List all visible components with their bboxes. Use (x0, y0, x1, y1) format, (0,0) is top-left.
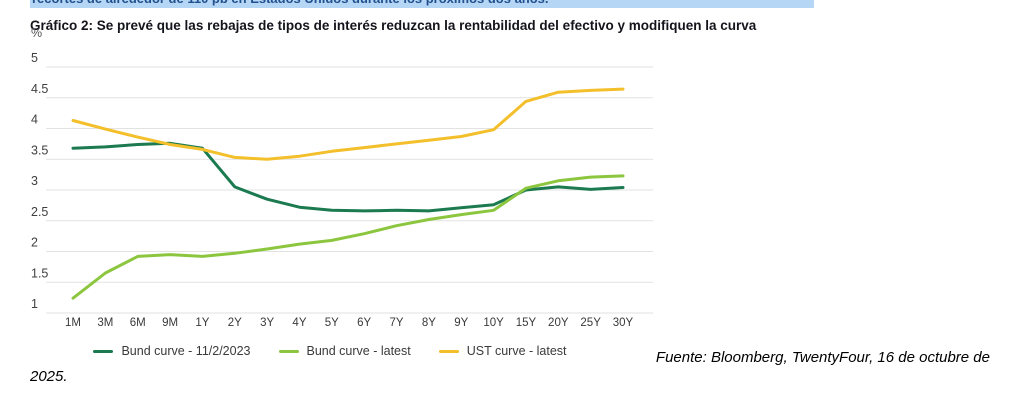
y-tick-label: 5 (31, 51, 38, 65)
x-tick-label: 9M (162, 317, 178, 329)
legend-label: Bund curve - 11/2/2023 (121, 344, 251, 358)
yield-curve-svg: 5 4.5 4 3.5 3 2.5 2 1.5 1 1M 3M 6M 9M 1Y 2Y 3Y 4Y 5Y 6Y 7Y 8… (31, 51, 653, 329)
series-line-bund-curve-latest (71, 174, 625, 300)
y-axis-unit-label: % (31, 26, 43, 40)
x-tick-label: 20Y (548, 317, 569, 329)
x-tick-label: 8Y (422, 317, 436, 329)
y-tick-label: 2 (31, 236, 38, 250)
y-tick-label: 3 (31, 174, 38, 188)
x-tick-label: 9Y (454, 317, 468, 329)
x-tick-label: 3M (97, 317, 113, 329)
legend-label: Bund curve - latest (306, 344, 411, 358)
x-tick-label: 3Y (260, 317, 274, 329)
legend-item: Bund curve - latest (278, 344, 411, 358)
legend-label: UST curve - latest (466, 344, 567, 358)
x-tick-label: 6M (130, 317, 146, 329)
chart-title: Gráfico 2: Se prevé que las rebajas de t… (30, 18, 757, 33)
clipped-sentence-text: recortes de alrededor de 110 pb en Estad… (32, 0, 549, 6)
x-tick-label: 4Y (292, 317, 306, 329)
legend-dash-icon (278, 349, 299, 353)
series-line-ust-curve-latest (71, 87, 625, 161)
x-tick-label: 1M (65, 317, 81, 329)
x-tick-label: 6Y (357, 317, 371, 329)
series-line-bund-curve-11-2-2023 (71, 141, 625, 213)
x-tick-label: 10Y (483, 317, 504, 329)
x-tick-label: 5Y (325, 317, 339, 329)
legend-item: Bund curve - 11/2/2023 (93, 344, 251, 358)
chart-legend: Bund curve - 11/2/2023 Bund curve - lates… (0, 344, 660, 358)
y-tick-label: 1.5 (31, 266, 48, 280)
x-tick-label: 1Y (195, 317, 209, 329)
y-tick-label: 2.5 (31, 205, 48, 219)
x-tick-label: 15Y (516, 317, 537, 329)
y-tick-label: 4 (31, 113, 38, 127)
clipped-highlighted-sentence: recortes de alrededor de 110 pb en Estad… (30, 0, 814, 8)
x-tick-label: 30Y (613, 317, 634, 329)
x-tick-label: 2Y (228, 317, 242, 329)
x-tick-label: 25Y (580, 317, 601, 329)
legend-dash-icon (93, 349, 114, 353)
y-tick-label: 3.5 (31, 143, 48, 157)
yield-curve-chart: 5 4.5 4 3.5 3 2.5 2 1.5 1 1M 3M 6M 9M 1Y 2Y 3Y 4Y 5Y 6Y 7Y 8… (0, 45, 660, 337)
legend-dash-icon (438, 349, 459, 353)
legend-item: UST curve - latest (438, 344, 567, 358)
source-text-line2: 2025. (30, 368, 68, 385)
y-tick-label: 4.5 (31, 82, 48, 96)
source-text-line1: Fuente: Bloomberg, TwentyFour, 16 de oct… (655, 349, 990, 366)
y-tick-label: 1 (31, 297, 38, 311)
x-tick-label: 7Y (389, 317, 403, 329)
